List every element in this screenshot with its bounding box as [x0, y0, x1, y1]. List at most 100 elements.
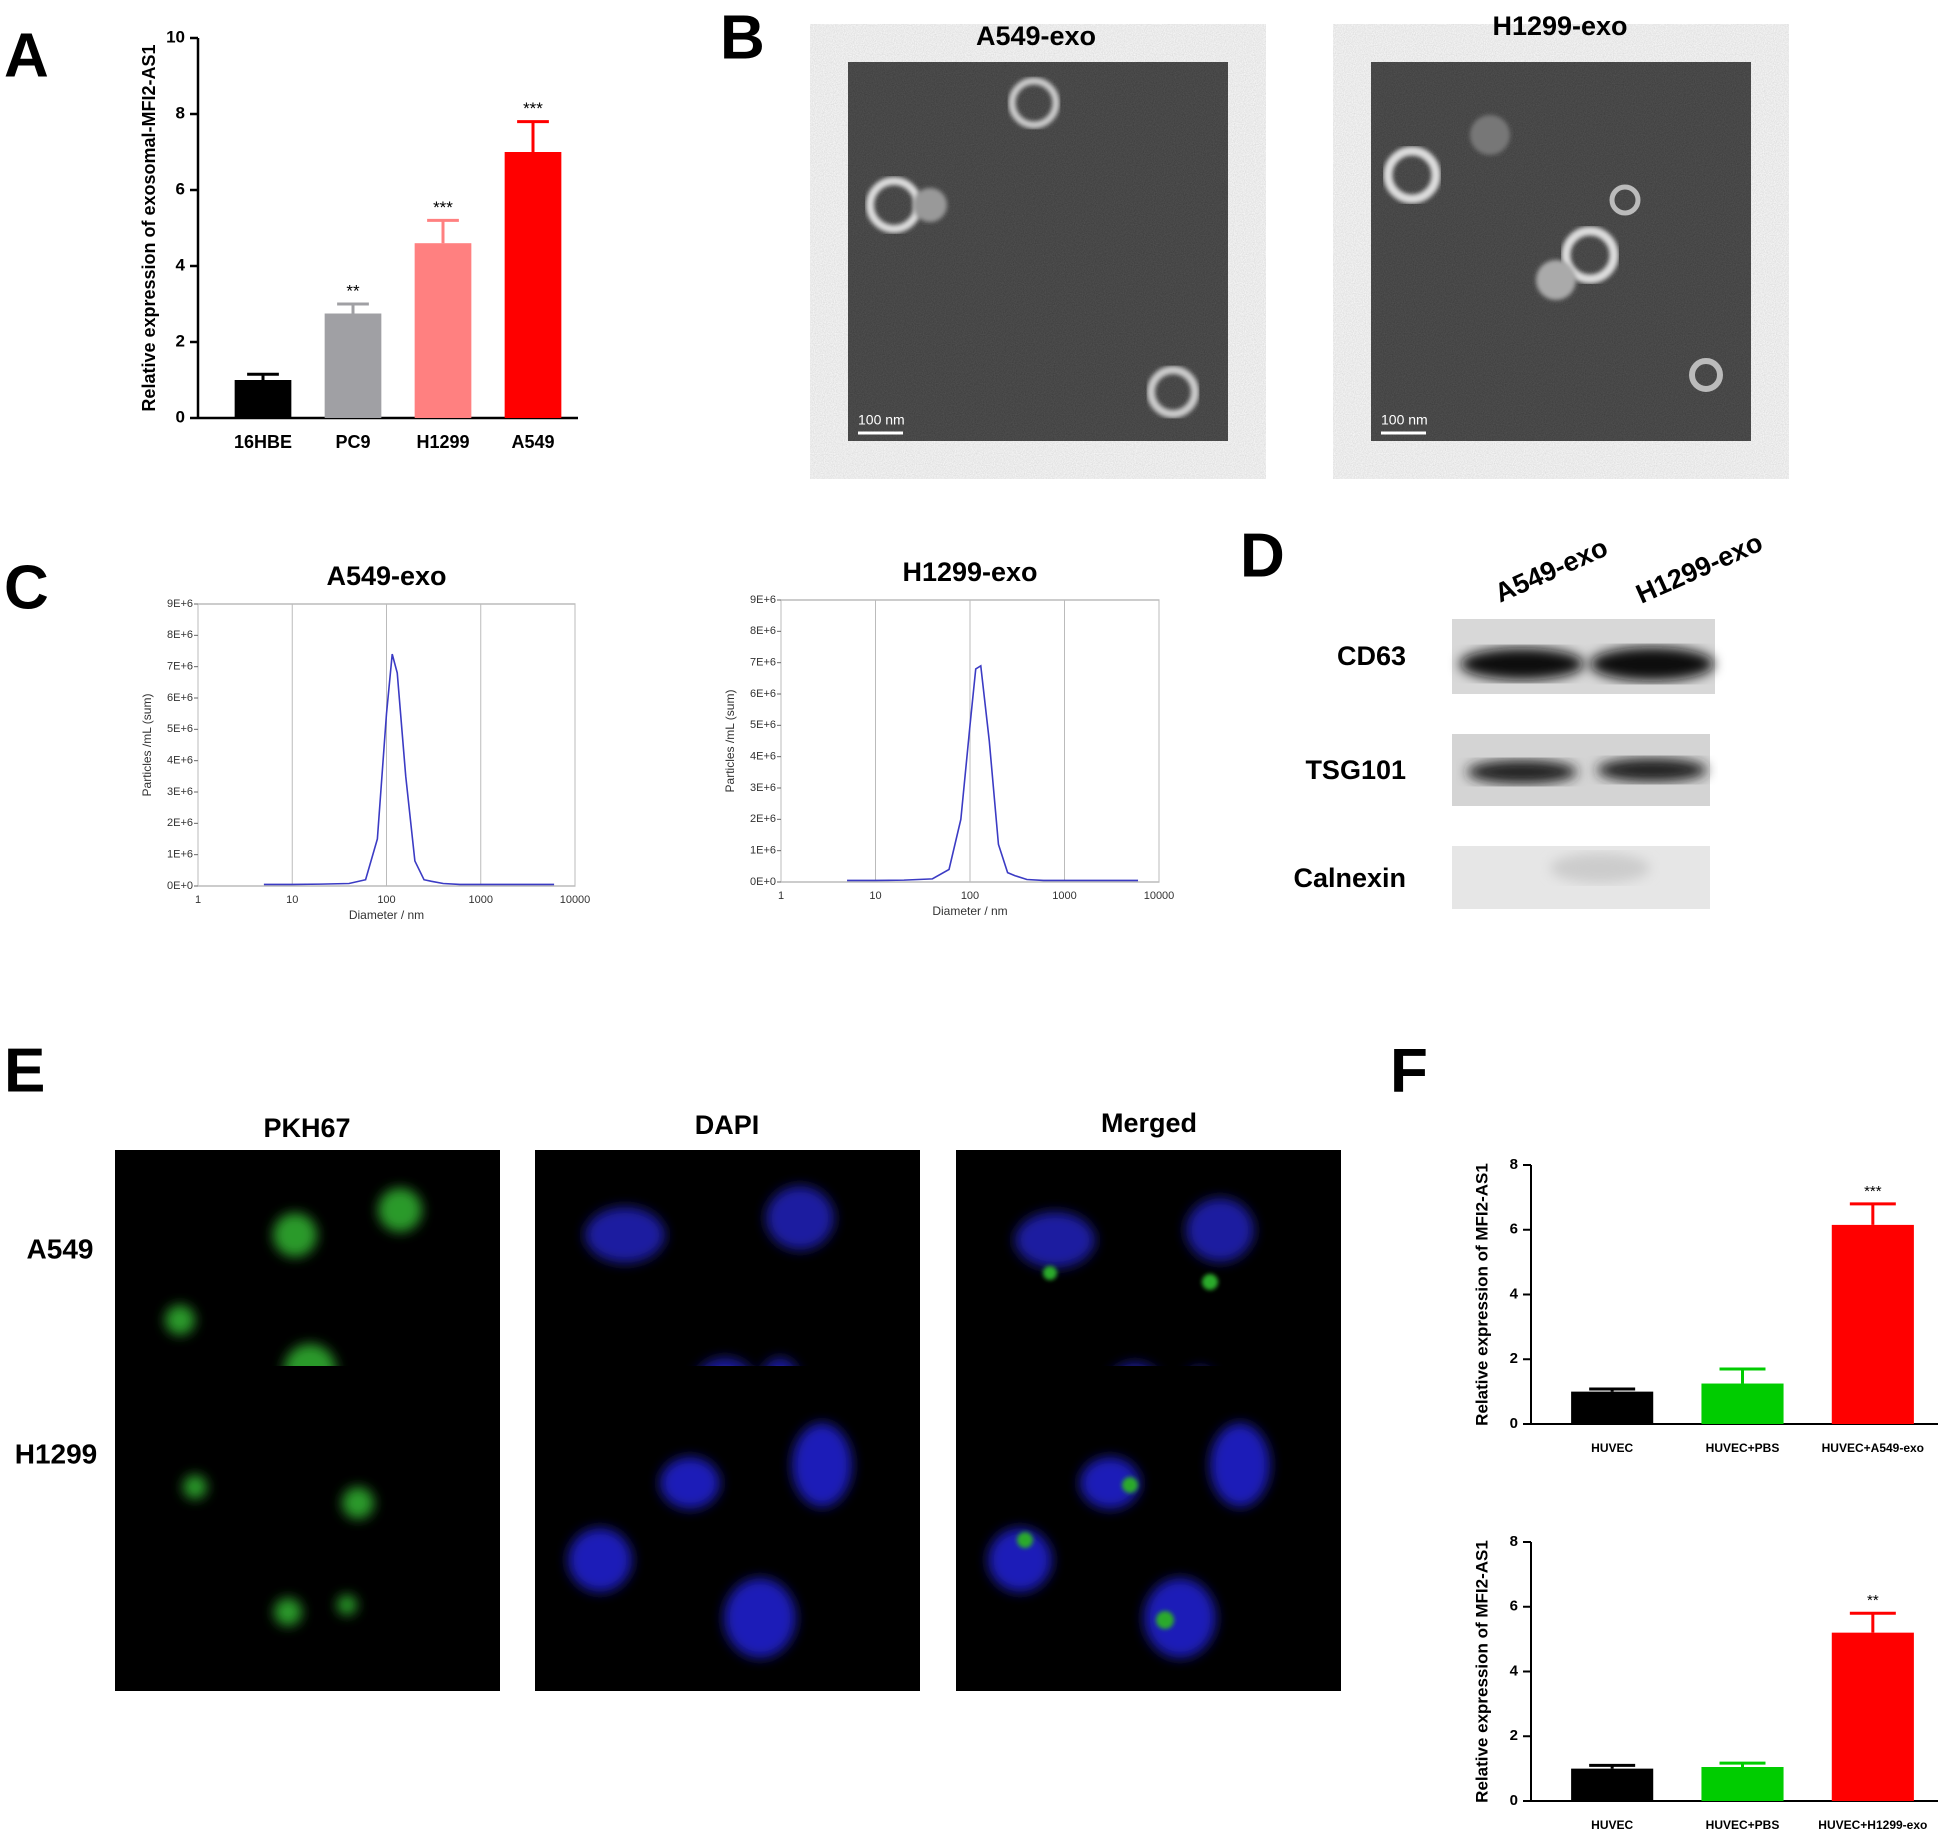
y-tick-label: 5E+6 — [167, 723, 193, 735]
x-tick-label: 1 — [778, 890, 784, 902]
chart-title: A549-exo — [326, 561, 446, 591]
blot — [1452, 619, 1715, 909]
y-tick-label: 5E+6 — [750, 719, 776, 731]
y-tick-label: 0E+0 — [750, 876, 776, 888]
y-tick-label: 2 — [1510, 1350, 1518, 1367]
x-tick-label: HUVEC+H1299-exo — [1818, 1818, 1927, 1832]
image-title: A549-exo — [976, 21, 1096, 51]
y-tick-label: 2 — [1510, 1727, 1518, 1744]
x-tick-label: 1 — [195, 894, 201, 906]
y-tick-label: 6E+6 — [750, 688, 776, 700]
row-label: A549 — [27, 1233, 94, 1264]
panel-letter: F — [1390, 1036, 1428, 1105]
y-tick-label: 4 — [176, 255, 186, 274]
panel-letter: E — [4, 1036, 45, 1105]
column-label: Merged — [1101, 1108, 1197, 1138]
x-axis-label: Diameter / nm — [932, 904, 1007, 918]
y-tick-label: 6 — [176, 179, 185, 198]
error-bar — [517, 120, 549, 152]
fluorescence-image — [115, 1366, 1341, 1691]
scale-bar-label: 100 nm — [858, 412, 905, 428]
y-tick-label: 8 — [176, 103, 185, 122]
x-tick-label: 100 — [377, 894, 395, 906]
y-tick-label: 1E+6 — [167, 849, 193, 861]
x-tick-label: 10 — [869, 890, 881, 902]
y-axis-label: Relative expression of exosomal-MFI2-AS1 — [139, 44, 159, 411]
y-tick-label: 4E+6 — [750, 751, 776, 763]
size-distribution-line — [263, 653, 555, 886]
protein-label: CD63 — [1337, 641, 1406, 671]
panel-letter: C — [4, 553, 49, 622]
bar — [414, 243, 472, 418]
error-bar — [1849, 1202, 1896, 1225]
significance-label: ** — [1867, 1592, 1879, 1609]
y-axis-label: Relative expression of MFI2-AS1 — [1472, 1540, 1491, 1803]
error-bar — [337, 302, 369, 314]
y-tick-label: 0 — [1510, 1792, 1518, 1809]
bar — [234, 380, 292, 418]
error-bar — [1589, 1387, 1636, 1392]
y-tick-label: 8E+6 — [750, 625, 776, 637]
significance-label: *** — [433, 198, 453, 217]
panel-letter: D — [1240, 521, 1285, 590]
x-tick-label: PC9 — [335, 432, 370, 452]
bar — [324, 313, 382, 418]
size-distribution-line — [847, 664, 1139, 882]
column-label: DAPI — [695, 1110, 760, 1140]
bar — [1571, 1768, 1654, 1801]
y-tick-label: 6E+6 — [167, 692, 193, 704]
x-tick-label: HUVEC+PBS — [1706, 1441, 1780, 1455]
error-bar — [1719, 1761, 1766, 1768]
y-tick-label: 2 — [176, 331, 185, 350]
y-tick-label: 6 — [1510, 1221, 1518, 1238]
error-bar — [1589, 1763, 1636, 1769]
y-tick-label: 4E+6 — [167, 755, 193, 767]
x-tick-label: HUVEC+A549-exo — [1822, 1441, 1924, 1455]
bar — [1831, 1224, 1914, 1424]
x-tick-label: 10000 — [1144, 890, 1175, 902]
protein-label: Calnexin — [1293, 863, 1406, 893]
bar — [1831, 1632, 1914, 1801]
tem-image — [848, 62, 1228, 441]
scale-bar-label: 100 nm — [1381, 412, 1428, 428]
error-bar — [247, 372, 279, 380]
y-tick-label: 8E+6 — [167, 629, 193, 641]
x-tick-label: 1000 — [469, 894, 493, 906]
error-bar — [427, 218, 459, 244]
bar — [1701, 1383, 1784, 1424]
y-tick-label: 6 — [1510, 1598, 1518, 1615]
significance-label: ** — [346, 281, 360, 300]
y-tick-label: 9E+6 — [167, 598, 193, 610]
row-label: H1299 — [15, 1438, 98, 1469]
x-tick-label: HUVEC — [1591, 1818, 1633, 1832]
y-tick-label: 3E+6 — [750, 782, 776, 794]
column-label: PKH67 — [263, 1113, 350, 1143]
x-tick-label: HUVEC — [1591, 1441, 1633, 1455]
x-axis-label: Diameter / nm — [349, 908, 424, 922]
panel-letter: B — [720, 3, 765, 72]
x-tick-label: 10000 — [560, 894, 591, 906]
y-tick-label: 0 — [1510, 1415, 1518, 1432]
tem-image — [1371, 62, 1751, 441]
y-tick-label: 0 — [176, 407, 185, 426]
x-tick-label: 100 — [961, 890, 979, 902]
image-title: H1299-exo — [1492, 11, 1627, 41]
x-tick-label: HUVEC+PBS — [1706, 1818, 1780, 1832]
y-tick-label: 8 — [1510, 1156, 1518, 1173]
y-tick-label: 9E+6 — [750, 594, 776, 606]
y-tick-label: 2E+6 — [750, 813, 776, 825]
x-tick-label: 16HBE — [234, 432, 292, 452]
y-tick-label: 7E+6 — [750, 657, 776, 669]
y-tick-label: 0E+0 — [167, 880, 193, 892]
protein-label: TSG101 — [1305, 755, 1406, 785]
significance-label: *** — [1864, 1183, 1882, 1200]
chart-title: H1299-exo — [902, 557, 1037, 587]
bar — [504, 152, 562, 418]
error-bar — [1719, 1367, 1766, 1384]
significance-label: *** — [523, 99, 543, 118]
y-tick-label: 4 — [1510, 1285, 1519, 1302]
bar — [1571, 1391, 1654, 1424]
y-tick-label: 2E+6 — [167, 817, 193, 829]
